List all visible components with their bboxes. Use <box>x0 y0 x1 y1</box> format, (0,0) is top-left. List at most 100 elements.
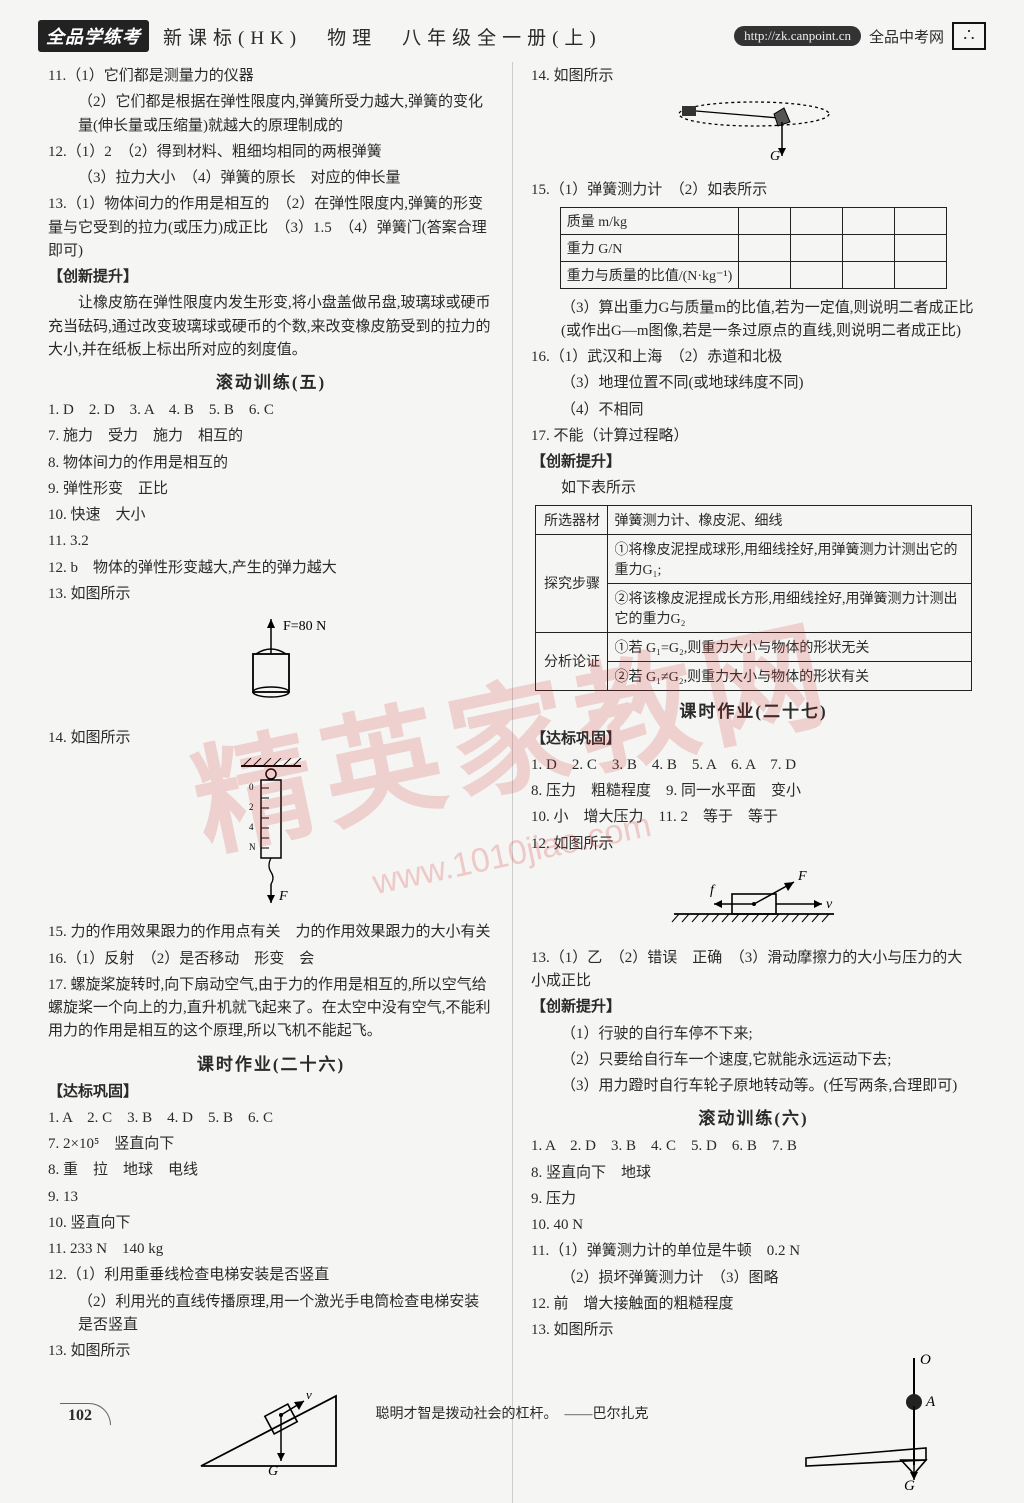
footer-quote: 聪明才智是拨动社会的杠杆。 ——巴尔扎克 <box>0 1403 1024 1423</box>
roll5-l8: 8. 物体间力的作用是相互的 <box>48 452 494 475</box>
innovation-heading: 【创新提升】 <box>48 266 494 289</box>
q13-a: 13.（1）物体间力的作用是相互的 （2）在弹性限度内,弹簧的形变量与它受到的拉… <box>48 193 494 263</box>
q12-b: （3）拉力大小 （4）弹簧的原长 对应的伸长量 <box>48 167 494 190</box>
svg-text:0: 0 <box>249 782 254 792</box>
t15-r3: 重力与质量的比值/(N·kg⁻¹) <box>560 261 739 288</box>
t15-r1: 质量 m/kg <box>560 207 739 234</box>
q12-a: 12.（1）2 （2）得到材料、粗细均相同的两根弹簧 <box>48 141 494 164</box>
r-l15b: （3）算出重力G与质量m的比值,若为一定值,则说明二者成正比(或作出G—m图像,… <box>531 297 976 344</box>
svg-text:v: v <box>306 1387 312 1402</box>
fig-fric-F: F <box>797 869 807 884</box>
fig-incline-g: G <box>268 1464 278 1479</box>
exp-r2b: ②将该橡皮泥捏成长方形,用细线拴好,用弹簧测力计测出它的重力G₂ <box>608 583 971 632</box>
exp-r3b: ②若 G₁≠G₂,则重力大小与物体的形状有关 <box>608 661 971 690</box>
r-l17: 17. 不能（计算过程略） <box>531 425 976 448</box>
hw27-inc: （3）用力蹬时自行车轮子原地转动等。(任写两条,合理即可) <box>531 1075 976 1098</box>
hw26-l1: 1. A 2. C 3. B 4. D 5. B 6. C <box>48 1107 494 1130</box>
roll5-l10: 10. 快速 大小 <box>48 504 494 527</box>
figure-incline: v G <box>48 1371 494 1486</box>
hw27-inb: （2）只要给自行车一个速度,它就能永远运动下去; <box>531 1049 976 1072</box>
fig-lever-O: O <box>920 1352 931 1368</box>
figure-friction: f F v <box>531 864 976 939</box>
r-l16a: 16.（1）武汉和上海 （2）赤道和北极 <box>531 346 976 369</box>
right-column: 14. 如图所示 G 15.（1）弹簧测力计 （2）如表所示 质量 m/kg 重… <box>512 62 986 1503</box>
header-dots-icon: ∴ <box>952 22 986 50</box>
figure-bucket: F=80 N <box>48 614 494 719</box>
roll5-l17: 17. 螺旋桨旋转时,向下扇动空气,由于力的作用是相互的,所以空气给螺旋桨一个向… <box>48 974 494 1044</box>
exp-r3l: 分析论证 <box>536 632 608 690</box>
roll5-title: 滚动训练(五) <box>48 368 494 393</box>
roll6-l12: 12. 前 增大接触面的粗糙程度 <box>531 1293 976 1316</box>
hw26-l13: 13. 如图所示 <box>48 1340 494 1363</box>
hw26-l11: 11. 233 N 140 kg <box>48 1238 494 1261</box>
page-header: 全品学练考 新课标(HK) 物理 八年级全一册(上) http://zk.can… <box>38 20 986 52</box>
roll5-l12: 12. b 物体的弹性形变越大,产生的弹力越大 <box>48 557 494 580</box>
fig-fric-v: v <box>826 897 833 912</box>
fig-bucket-label: F=80 N <box>283 619 326 634</box>
exp-r3a: ①若 G₁=G₂,则重力大小与物体的形状无关 <box>608 632 971 661</box>
fig-lever-G: G <box>904 1478 915 1490</box>
roll5-l16: 16.（1）反射 （2）是否移动 形变 会 <box>48 948 494 971</box>
roll5-l13: 13. 如图所示 <box>48 583 494 606</box>
roll6-title: 滚动训练(六) <box>531 1104 976 1129</box>
hw26-l12b: （2）利用光的直线传播原理,用一个激光手电筒检查电梯安装是否竖直 <box>48 1291 494 1338</box>
hw26-l8: 8. 重 拉 地球 电线 <box>48 1159 494 1182</box>
exp-r1l: 所选器材 <box>536 505 608 534</box>
fig-spring-label: F <box>278 889 288 904</box>
q11-b: （2）它们都是根据在弹性限度内,弹簧所受力越大,弹簧的变化量(伸长量或压缩量)就… <box>48 91 494 138</box>
header-url: http://zk.canpoint.cn <box>734 26 861 46</box>
roll5-l15: 15. 力的作用效果跟力的作用点有关 力的作用效果跟力的大小有关 <box>48 921 494 944</box>
roll6-l9: 9. 压力 <box>531 1188 976 1211</box>
figure-spring-scale: 0 2 4 N F <box>48 758 494 913</box>
svg-text:2: 2 <box>249 802 254 812</box>
r-innov-head: 【创新提升】 <box>531 451 976 474</box>
hw27-title: 课时作业(二十七) <box>531 697 976 722</box>
q11-a: 11.（1）它们都是测量力的仪器 <box>48 65 494 88</box>
hw26-l12a: 12.（1）利用重垂线检查电梯安装是否竖直 <box>48 1264 494 1287</box>
t15-r2: 重力 G/N <box>560 234 739 261</box>
r-l15: 15.（1）弹簧测力计 （2）如表所示 <box>531 179 976 202</box>
r-innov-intro: 如下表所示 <box>531 477 976 500</box>
hw27-l8: 8. 压力 粗糙程度 9. 同一水平面 变小 <box>531 780 976 803</box>
r-l16c: （4）不相同 <box>531 399 976 422</box>
hw27-ina: （1）行驶的自行车停不下来; <box>531 1023 976 1046</box>
hw26-l10: 10. 竖直向下 <box>48 1212 494 1235</box>
exp-r2a: ①将橡皮泥捏成球形,用细线拴好,用弹簧测力计测出它的重力G₁; <box>608 534 971 583</box>
svg-text:N: N <box>249 842 256 852</box>
hw26-l9: 9. 13 <box>48 1186 494 1209</box>
roll6-l1: 1. A 2. D 3. B 4. C 5. D 6. B 7. B <box>531 1135 976 1158</box>
experiment-table: 所选器材 弹簧测力计、橡皮泥、细线 探究步骤 ①将橡皮泥捏成球形,用细线拴好,用… <box>535 505 971 691</box>
roll6-l13: 13. 如图所示 <box>531 1319 976 1342</box>
left-column: 11.（1）它们都是测量力的仪器 （2）它们都是根据在弹性限度内,弹簧所受力越大… <box>38 62 512 1503</box>
hw27-l1: 1. D 2. C 3. B 4. B 5. A 6. A 7. D <box>531 754 976 777</box>
figure-yoyo: G <box>531 96 976 171</box>
table-mass-weight: 质量 m/kg 重力 G/N 重力与质量的比值/(N·kg⁻¹) <box>560 207 948 289</box>
roll5-l7: 7. 施力 受力 施力 相互的 <box>48 425 494 448</box>
hw26-title: 课时作业(二十六) <box>48 1050 494 1075</box>
roll6-l10: 10. 40 N <box>531 1214 976 1237</box>
hw27-std: 【达标巩固】 <box>531 728 976 751</box>
hw27-l13: 13.（1）乙 （2）错误 正确 （3）滑动摩擦力的大小与压力的大小成正比 <box>531 947 976 994</box>
roll5-l14: 14. 如图所示 <box>48 727 494 750</box>
header-title: 新课标(HK) 物理 八年级全一册(上) <box>163 23 602 50</box>
roll6-l8: 8. 竖直向下 地球 <box>531 1162 976 1185</box>
roll6-l11b: （2）损坏弹簧测力计 （3）图略 <box>531 1267 976 1290</box>
roll5-l1: 1. D 2. D 3. A 4. B 5. B 6. C <box>48 399 494 422</box>
columns: 11.（1）它们都是测量力的仪器 （2）它们都是根据在弹性限度内,弹簧所受力越大… <box>38 62 986 1503</box>
exp-r2l: 探究步骤 <box>536 534 608 632</box>
r-l14: 14. 如图所示 <box>531 65 976 88</box>
hw26-std: 【达标巩固】 <box>48 1081 494 1104</box>
exp-r1r: 弹簧测力计、橡皮泥、细线 <box>608 505 971 534</box>
hw27-innov: 【创新提升】 <box>531 996 976 1019</box>
hw27-l10: 10. 小 增大压力 11. 2 等于 等于 <box>531 806 976 829</box>
fig-yoyo-g: G <box>770 149 780 164</box>
header-site: 全品中考网 <box>869 26 944 47</box>
hw27-l12: 12. 如图所示 <box>531 833 976 856</box>
svg-text:4: 4 <box>249 822 254 832</box>
header-right: http://zk.canpoint.cn 全品中考网 ∴ <box>734 22 986 50</box>
r-l16b: （3）地理位置不同(或地球纬度不同) <box>531 372 976 395</box>
roll5-l9: 9. 弹性形变 正比 <box>48 478 494 501</box>
logo-badge: 全品学练考 <box>38 20 149 52</box>
roll5-l11: 11. 3.2 <box>48 530 494 553</box>
innovation-text: 让橡皮筋在弹性限度内发生形变,将小盘盖做吊盘,玻璃球或硬币充当砝码,通过改变玻璃… <box>48 292 494 362</box>
